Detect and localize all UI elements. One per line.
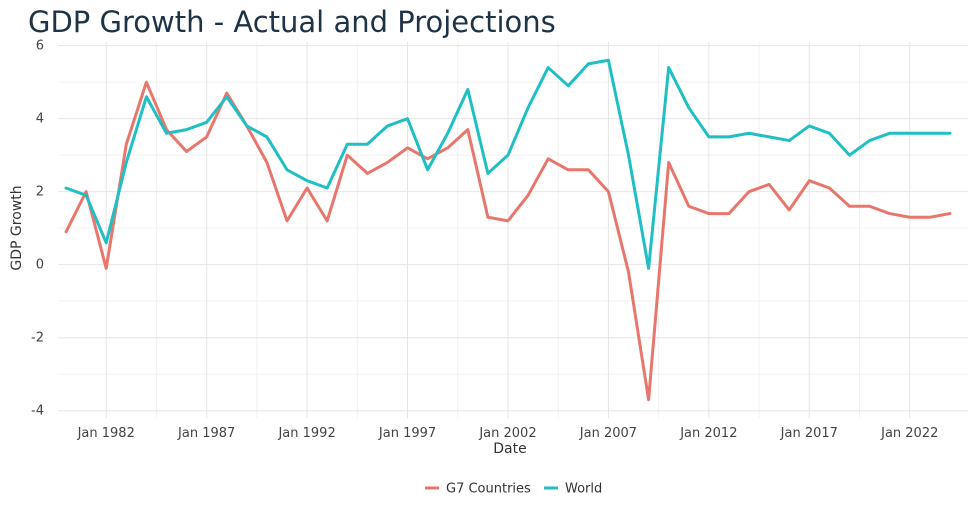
x-tick-label: Jan 2007 (579, 426, 637, 441)
x-tick-label: Jan 1982 (77, 426, 135, 441)
x-tick-label: Jan 1992 (277, 426, 335, 441)
y-tick-label: 0 (36, 258, 44, 273)
legend: G7 Countries World (425, 482, 602, 497)
chart-title: GDP Growth - Actual and Projections (28, 5, 556, 39)
x-tick-label: Jan 1987 (177, 426, 235, 441)
x-tick-label: Jan 1997 (378, 426, 436, 441)
y-tick-label: 2 (36, 185, 44, 200)
series-line-world (64, 58, 952, 270)
y-tick-label: -4 (31, 404, 44, 419)
legend-label: G7 Countries (446, 482, 531, 497)
x-tick-label: Jan 2022 (880, 426, 938, 441)
x-tick-label: Jan 2017 (780, 426, 838, 441)
y-tick-label: 4 (36, 112, 44, 127)
x-tick-labels: Jan 1982 Jan 1987 Jan 1992 Jan 1997 Jan 2002… (77, 426, 939, 441)
x-axis-title: Date (493, 441, 526, 457)
y-tick-label: 6 (36, 39, 44, 54)
x-tick-label: Jan 2012 (679, 426, 737, 441)
x-tick-label: Jan 2002 (478, 426, 536, 441)
y-tick-label: -2 (31, 331, 44, 346)
y-axis-title: GDP Growth (9, 185, 25, 270)
grid (58, 42, 968, 418)
series-line-g7-countries (64, 80, 952, 402)
legend-label: World (565, 482, 602, 497)
y-tick-labels: 6 4 2 0 -2 -4 (31, 39, 44, 419)
series-lines (64, 58, 952, 402)
